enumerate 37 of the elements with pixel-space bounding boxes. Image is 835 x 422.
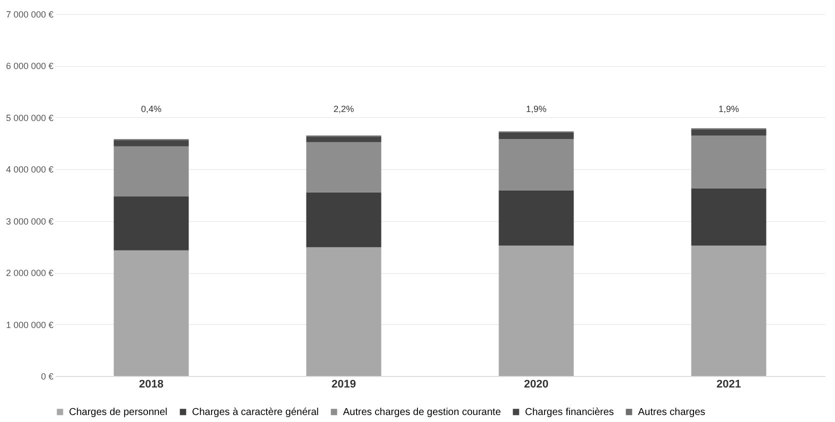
x-tick-label: 2020	[524, 378, 548, 390]
bar	[114, 140, 189, 146]
bar	[306, 247, 382, 376]
bar	[114, 196, 189, 250]
bar	[306, 192, 382, 248]
x-tick-label: 2019	[332, 378, 356, 390]
y-tick-label: 1 000 000 €	[6, 320, 54, 330]
y-tick-label: 2 000 000 €	[6, 268, 54, 278]
legend-label: Charges financières	[525, 407, 614, 418]
annotation: 2,2%	[333, 104, 354, 114]
annotation: 1,9%	[718, 104, 740, 114]
legend-label: Autres charges	[638, 407, 706, 418]
bar	[691, 136, 766, 188]
y-tick-label: 0 €	[40, 372, 54, 382]
bar	[691, 129, 766, 136]
legend-label: Charges de personnel	[69, 407, 168, 418]
bar	[498, 190, 574, 246]
legend-label: Charges à caractère général	[192, 407, 319, 418]
bar	[498, 132, 574, 140]
y-tick-label: 6 000 000 €	[6, 61, 54, 72]
bar	[498, 139, 574, 190]
y-tick-label: 4 000 000 €	[6, 164, 54, 175]
x-tick-label: 2018	[139, 378, 164, 390]
annotation: 1,9%	[526, 104, 547, 114]
legend-label: Autres charges de gestion courante	[343, 407, 502, 418]
y-tick-label: 5 000 000 €	[6, 112, 54, 123]
bar	[114, 250, 189, 376]
annotation: 0,4%	[140, 104, 162, 114]
y-tick-label: 7 000 000 €	[6, 10, 54, 20]
bar	[306, 136, 382, 142]
bar	[114, 146, 189, 197]
bar	[691, 188, 766, 246]
x-tick-label: 2021	[716, 378, 741, 390]
bar	[306, 142, 382, 192]
bar	[498, 246, 574, 376]
bar	[691, 246, 766, 376]
y-tick-label: 3 000 000 €	[6, 216, 54, 226]
